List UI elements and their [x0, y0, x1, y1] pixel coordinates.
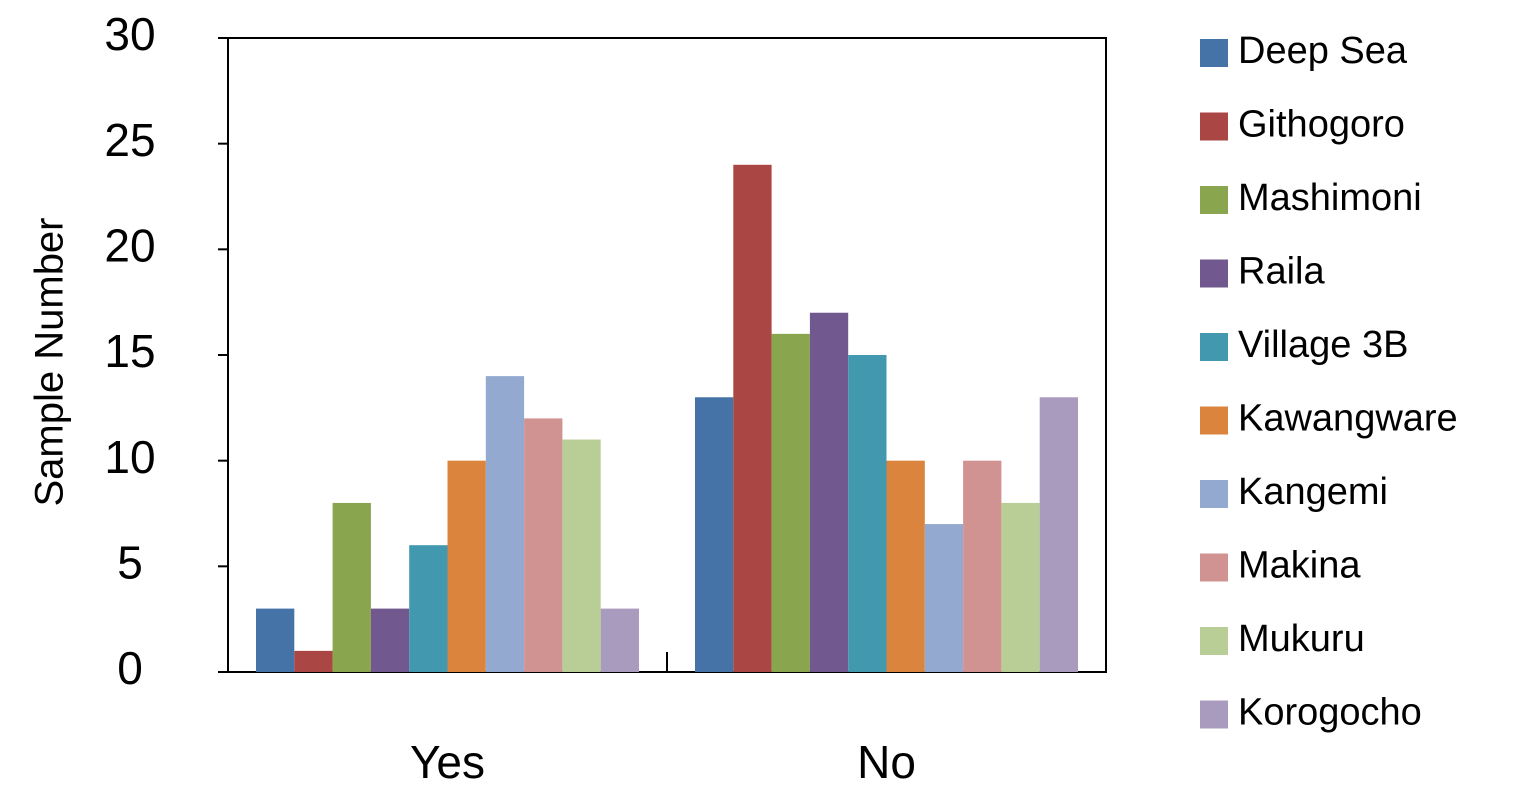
legend-swatch [1200, 406, 1228, 435]
bar-mashimoni-yes [332, 502, 371, 672]
bar-korogocho-yes [600, 608, 639, 672]
x-tick-label: No [857, 736, 916, 788]
y-tick-label: 30 [104, 8, 155, 60]
legend-label: Village 3B [1238, 324, 1408, 366]
legend-item: Kawangware [1200, 398, 1458, 440]
x-axis: Yes No [410, 652, 916, 788]
bar-mashimoni-no [771, 333, 810, 672]
legend-item: Kangemi [1200, 471, 1388, 513]
legend-item: Village 3B [1200, 324, 1408, 366]
y-tick-label: 25 [104, 114, 155, 166]
legend-swatch [1200, 480, 1228, 508]
legend-swatch [1200, 333, 1228, 361]
y-axis-title: Sample Number [28, 217, 72, 506]
legend-label: Mashimoni [1238, 177, 1422, 219]
bar-makina-no [963, 460, 1002, 672]
legend-label: Kangemi [1238, 471, 1388, 513]
bar-deep-sea-yes [256, 608, 295, 672]
bar-raila-no [809, 312, 849, 672]
legend-item: Mukuru [1200, 618, 1365, 660]
y-tick-label: 15 [104, 325, 155, 377]
legend-item: Githogoro [1200, 104, 1405, 146]
legend-label: Githogoro [1238, 104, 1405, 146]
legend: Deep Sea Githogoro Mashimoni Raila Village 3… [1200, 30, 1458, 734]
y-axis: Sample Number 0 5 10 15 20 25 30 [28, 8, 228, 694]
bar-village-3b-no [848, 355, 887, 672]
bar-raila-yes [370, 608, 410, 672]
legend-item: Makina [1200, 545, 1361, 587]
legend-label: Makina [1238, 545, 1361, 587]
bar-mukuru-yes [562, 439, 601, 672]
legend-swatch [1200, 259, 1228, 288]
legend-swatch [1200, 627, 1228, 655]
legend-item: Deep Sea [1200, 30, 1408, 72]
bar-kangemi-no [924, 524, 964, 672]
bar-kangemi-yes [485, 376, 525, 672]
legend-swatch [1200, 553, 1228, 582]
legend-label: Deep Sea [1238, 30, 1408, 72]
legend-label: Korogocho [1238, 692, 1422, 734]
bar-mukuru-no [1001, 502, 1040, 672]
bar-makina-yes [524, 418, 563, 672]
plot-area [227, 37, 1107, 673]
bar-githogoro-no [733, 164, 772, 673]
legend-item: Raila [1200, 251, 1325, 293]
bar-deep-sea-no [695, 397, 734, 672]
y-tick-label: 20 [104, 219, 155, 271]
legend-item: Korogocho [1200, 692, 1422, 734]
legend-label: Mukuru [1238, 618, 1365, 660]
legend-swatch [1200, 39, 1228, 67]
bar-kawangware-yes [447, 460, 486, 672]
bar-githogoro-yes [294, 650, 333, 672]
y-tick-label: 5 [117, 536, 143, 588]
legend-item: Mashimoni [1200, 177, 1422, 219]
y-tick-label: 10 [104, 431, 155, 483]
bar-kawangware-no [886, 460, 925, 672]
bar-village-3b-yes [409, 545, 448, 672]
y-tick-label: 0 [117, 642, 143, 694]
bar-korogocho-no [1039, 397, 1078, 672]
legend-swatch [1200, 112, 1228, 141]
legend-label: Raila [1238, 251, 1325, 293]
x-tick-label: Yes [410, 736, 485, 788]
legend-swatch [1200, 186, 1228, 214]
legend-label: Kawangware [1238, 398, 1458, 440]
legend-swatch [1200, 700, 1228, 729]
